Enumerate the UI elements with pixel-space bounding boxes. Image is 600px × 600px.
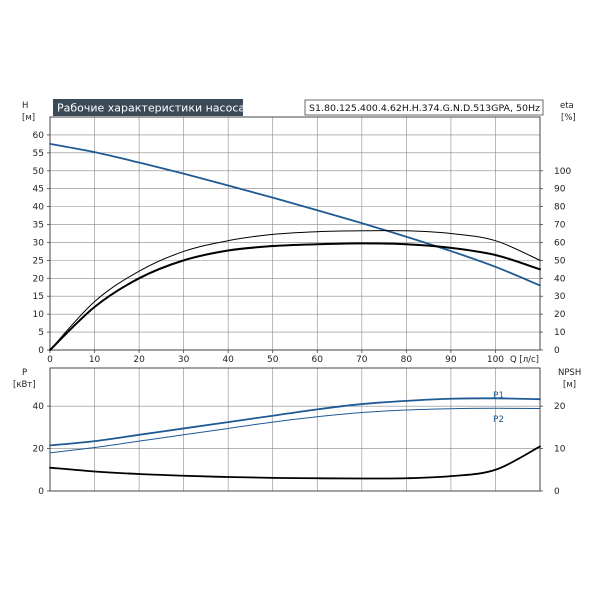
- y-left-tick-label-3: 15: [33, 292, 44, 302]
- bottom-y-right-ticks: 0 10 20: [540, 402, 566, 497]
- y-right-unit-bottom: [м]: [563, 380, 576, 390]
- x-axis-label: Q [л/с]: [510, 355, 539, 365]
- y-left-tick-label-4: 20: [33, 274, 45, 284]
- model-label: S1.80.125.400.4.62H.H.374.G.N.D.513GPA, …: [309, 104, 540, 114]
- x-tick-label-0: 0: [47, 355, 53, 365]
- y-left-label-top: H: [22, 101, 28, 111]
- y-left-tick-label-2: 40: [33, 402, 45, 412]
- y-left-tick-label-8: 40: [33, 203, 45, 213]
- bottom-series: [49, 397, 541, 480]
- x-tick-label-9: 90: [445, 355, 457, 365]
- top-plot-frame: [49, 116, 541, 351]
- y-left-label-bottom: P: [22, 368, 27, 378]
- y-left-tick-label-1: 5: [38, 328, 44, 338]
- y-right-tick-label-10: 100: [554, 167, 571, 177]
- bottom-y-left-ticks: 0 20 40: [33, 402, 50, 497]
- top-x-ticks: 0 10 20 30 40 50 60 70 80 90 100: [47, 350, 504, 365]
- bottom-panel: P [кВт] NPSH [м] 0 20 40 0 10 20 P1 P2: [13, 367, 581, 497]
- bottom-plot-frame: [49, 367, 541, 492]
- chart-title: Рабочие характеристики насоса: [57, 102, 245, 115]
- y-left-unit-top: [м]: [22, 113, 35, 123]
- x-tick-label-4: 40: [222, 355, 234, 365]
- bottom-series-line-0: [49, 397, 541, 447]
- y-right-tick-label-1: 10: [554, 328, 566, 338]
- y-left-tick-label-1: 20: [33, 445, 45, 455]
- y-left-tick-label-2: 10: [33, 310, 45, 320]
- y-right-tick-label-0: 0: [554, 346, 560, 356]
- y-left-tick-label-12: 60: [33, 131, 45, 141]
- y-right-tick-label-3: 30: [554, 292, 566, 302]
- y-right-label-bottom: NPSH: [558, 368, 581, 378]
- y-right-tick-label-7: 70: [554, 221, 566, 231]
- top-y-right-ticks: 0 10 20 30 40 50 60 70 80 90 100: [540, 167, 571, 356]
- y-right-tick-label-5: 50: [554, 256, 566, 266]
- top-y-left-ticks: 0 5 10 15 20 25 30 35 40 45 50 55 60: [33, 131, 50, 356]
- y-left-unit-bottom: [кВт]: [13, 380, 36, 390]
- y-left-tick-label-10: 50: [33, 167, 45, 177]
- series-label-p2: P2: [493, 415, 504, 425]
- y-right-unit-top: [%]: [561, 113, 576, 123]
- top-series: [49, 142, 541, 351]
- y-right-tick-label-0: 0: [554, 487, 560, 497]
- x-tick-label-3: 30: [178, 355, 190, 365]
- x-tick-label-8: 80: [401, 355, 413, 365]
- series-label-p1: P1: [493, 391, 504, 401]
- model-box: [304, 99, 544, 116]
- x-tick-label-2: 20: [133, 355, 145, 365]
- y-left-tick-label-7: 35: [33, 221, 44, 231]
- top-series-line-1: [49, 230, 541, 351]
- title-box: [53, 99, 243, 116]
- top-series-line-2: [49, 242, 541, 351]
- top-panel: Рабочие характеристики насоса S1.80.125.…: [22, 99, 576, 365]
- y-right-label-top: eta: [560, 101, 574, 111]
- y-right-tick-label-4: 40: [554, 274, 566, 284]
- y-right-tick-label-9: 90: [554, 185, 566, 195]
- x-tick-label-6: 60: [312, 355, 324, 365]
- y-left-tick-label-6: 30: [33, 238, 45, 248]
- y-right-tick-label-1: 10: [554, 445, 566, 455]
- y-left-tick-label-9: 45: [33, 185, 44, 195]
- y-left-tick-label-11: 55: [33, 149, 44, 159]
- bottom-series-line-2: [49, 445, 541, 480]
- y-right-tick-label-2: 20: [554, 402, 566, 412]
- y-right-tick-label-6: 60: [554, 238, 566, 248]
- y-right-tick-label-2: 20: [554, 310, 566, 320]
- y-left-tick-label-0: 0: [38, 346, 44, 356]
- x-tick-label-5: 50: [267, 355, 279, 365]
- y-left-tick-label-0: 0: [38, 487, 44, 497]
- x-tick-label-10: 100: [487, 355, 504, 365]
- top-series-line-0: [49, 142, 541, 287]
- y-right-tick-label-8: 80: [554, 203, 566, 213]
- bottom-series-line-1: [49, 407, 541, 454]
- x-tick-label-1: 10: [89, 355, 101, 365]
- x-tick-label-7: 70: [356, 355, 368, 365]
- y-left-tick-label-5: 25: [33, 256, 44, 266]
